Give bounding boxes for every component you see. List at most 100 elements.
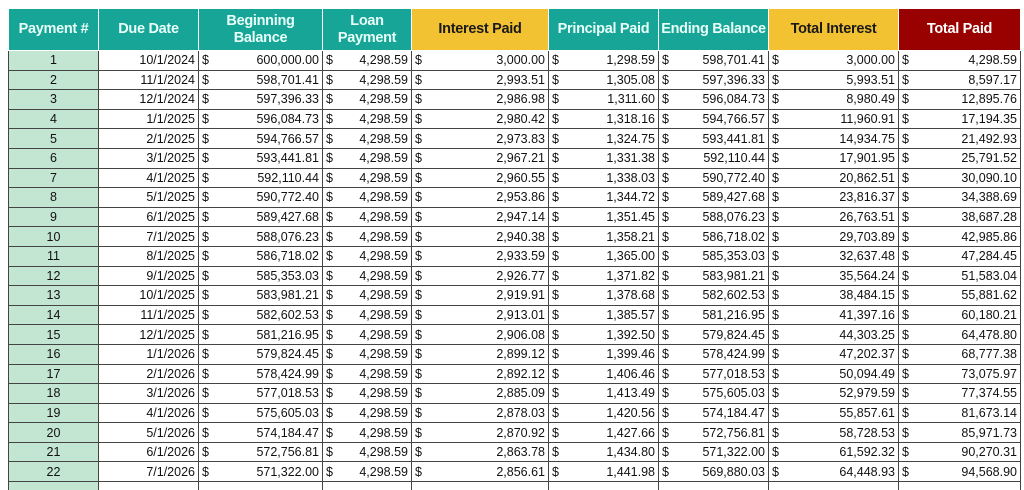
currency-cell[interactable]: $4,298.59 xyxy=(898,50,1021,71)
currency-cell[interactable]: $4,298.59 xyxy=(322,441,412,463)
currency-cell[interactable]: $2,953.86 xyxy=(411,187,549,208)
currency-cell[interactable]: $574,184.47 xyxy=(198,422,323,443)
currency-cell[interactable]: $1,298.59 xyxy=(548,50,659,71)
column-header-total-interest[interactable]: Total Interest xyxy=(768,8,899,51)
empty-cell[interactable] xyxy=(898,481,1021,490)
due-date-cell[interactable]: 3/1/2026 xyxy=(98,383,199,404)
currency-cell[interactable]: $38,687.28 xyxy=(898,206,1021,228)
currency-cell[interactable]: $2,986.98 xyxy=(411,89,549,110)
currency-cell[interactable]: $4,298.59 xyxy=(322,343,412,365)
payment-number-cell[interactable]: 4 xyxy=(8,108,99,130)
due-date-cell[interactable]: 3/1/2025 xyxy=(98,147,199,169)
currency-cell[interactable]: $4,298.59 xyxy=(322,108,412,130)
currency-cell[interactable]: $578,424.99 xyxy=(198,363,323,385)
due-date-cell[interactable]: 11/1/2025 xyxy=(98,304,199,326)
currency-cell[interactable]: $73,075.97 xyxy=(898,363,1021,385)
currency-cell[interactable]: $1,305.08 xyxy=(548,69,659,91)
currency-cell[interactable]: $1,358.21 xyxy=(548,226,659,247)
currency-cell[interactable]: $582,602.53 xyxy=(198,304,323,326)
currency-cell[interactable]: $60,180.21 xyxy=(898,304,1021,326)
currency-cell[interactable]: $2,892.12 xyxy=(411,363,549,385)
currency-cell[interactable]: $23,816.37 xyxy=(768,187,899,208)
currency-cell[interactable]: $586,718.02 xyxy=(198,245,323,267)
currency-cell[interactable]: $592,110.44 xyxy=(658,147,769,169)
currency-cell[interactable]: $1,413.49 xyxy=(548,383,659,404)
currency-cell[interactable]: $572,756.81 xyxy=(658,422,769,443)
currency-cell[interactable]: $1,406.46 xyxy=(548,363,659,385)
currency-cell[interactable]: $593,441.81 xyxy=(198,147,323,169)
payment-number-cell[interactable]: 13 xyxy=(8,285,99,306)
currency-cell[interactable]: $2,967.21 xyxy=(411,147,549,169)
currency-cell[interactable]: $4,298.59 xyxy=(322,147,412,169)
currency-cell[interactable]: $572,756.81 xyxy=(198,441,323,463)
due-date-cell[interactable]: 9/1/2025 xyxy=(98,265,199,287)
currency-cell[interactable]: $55,857.61 xyxy=(768,402,899,424)
currency-cell[interactable]: $2,919.91 xyxy=(411,285,549,306)
due-date-cell[interactable]: 2/1/2026 xyxy=(98,363,199,385)
column-header-interest-paid[interactable]: Interest Paid xyxy=(411,8,549,51)
due-date-cell[interactable]: 10/1/2024 xyxy=(98,50,199,71)
currency-cell[interactable]: $20,862.51 xyxy=(768,167,899,189)
currency-cell[interactable]: $596,084.73 xyxy=(658,89,769,110)
currency-cell[interactable]: $2,973.83 xyxy=(411,128,549,149)
column-header-total-paid[interactable]: Total Paid xyxy=(898,8,1021,51)
currency-cell[interactable]: $64,478.80 xyxy=(898,324,1021,345)
currency-cell[interactable]: $51,583.04 xyxy=(898,265,1021,287)
payment-number-cell[interactable]: 8 xyxy=(8,187,99,208)
currency-cell[interactable]: $4,298.59 xyxy=(322,265,412,287)
currency-cell[interactable]: $2,947.14 xyxy=(411,206,549,228)
currency-cell[interactable]: $577,018.53 xyxy=(658,363,769,385)
currency-cell[interactable]: $1,351.45 xyxy=(548,206,659,228)
currency-cell[interactable]: $583,981.21 xyxy=(198,285,323,306)
payment-number-cell[interactable]: 20 xyxy=(8,422,99,443)
currency-cell[interactable]: $1,324.75 xyxy=(548,128,659,149)
currency-cell[interactable]: $85,971.73 xyxy=(898,422,1021,443)
currency-cell[interactable]: $50,094.49 xyxy=(768,363,899,385)
currency-cell[interactable]: $1,378.68 xyxy=(548,285,659,306)
currency-cell[interactable]: $32,637.48 xyxy=(768,245,899,267)
currency-cell[interactable]: $579,824.45 xyxy=(658,324,769,345)
currency-cell[interactable]: $58,728.53 xyxy=(768,422,899,443)
currency-cell[interactable]: $578,424.99 xyxy=(658,343,769,365)
currency-cell[interactable]: $8,597.17 xyxy=(898,69,1021,91)
currency-cell[interactable]: $575,605.03 xyxy=(658,383,769,404)
currency-cell[interactable]: $77,374.55 xyxy=(898,383,1021,404)
due-date-cell[interactable]: 4/1/2026 xyxy=(98,402,199,424)
currency-cell[interactable]: $594,766.57 xyxy=(658,108,769,130)
currency-cell[interactable]: $600,000.00 xyxy=(198,50,323,71)
currency-cell[interactable]: $1,365.00 xyxy=(548,245,659,267)
currency-cell[interactable]: $1,371.82 xyxy=(548,265,659,287)
currency-cell[interactable]: $2,906.08 xyxy=(411,324,549,345)
payment-number-cell[interactable]: 2 xyxy=(8,69,99,91)
currency-cell[interactable]: $29,703.89 xyxy=(768,226,899,247)
currency-cell[interactable]: $2,856.61 xyxy=(411,461,549,483)
currency-cell[interactable]: $34,388.69 xyxy=(898,187,1021,208)
payment-number-cell[interactable]: 22 xyxy=(8,461,99,483)
currency-cell[interactable]: $47,284.45 xyxy=(898,245,1021,267)
payment-number-cell[interactable]: 18 xyxy=(8,383,99,404)
currency-cell[interactable]: $1,427.66 xyxy=(548,422,659,443)
currency-cell[interactable]: $1,420.56 xyxy=(548,402,659,424)
column-header-beginning-balance[interactable]: Beginning Balance xyxy=(198,8,323,51)
currency-cell[interactable]: $598,701.41 xyxy=(658,50,769,71)
currency-cell[interactable]: $1,434.80 xyxy=(548,441,659,463)
currency-cell[interactable]: $2,933.59 xyxy=(411,245,549,267)
currency-cell[interactable]: $575,605.03 xyxy=(198,402,323,424)
payment-number-cell[interactable]: 21 xyxy=(8,441,99,463)
currency-cell[interactable]: $11,960.91 xyxy=(768,108,899,130)
currency-cell[interactable]: $2,878.03 xyxy=(411,402,549,424)
currency-cell[interactable]: $4,298.59 xyxy=(322,402,412,424)
currency-cell[interactable]: $592,110.44 xyxy=(198,167,323,189)
payment-number-cell[interactable]: 14 xyxy=(8,304,99,326)
currency-cell[interactable]: $4,298.59 xyxy=(322,128,412,149)
payment-number-cell[interactable]: 15 xyxy=(8,324,99,345)
currency-cell[interactable]: $589,427.68 xyxy=(198,206,323,228)
currency-cell[interactable]: $590,772.40 xyxy=(198,187,323,208)
currency-cell[interactable]: $2,863.78 xyxy=(411,441,549,463)
currency-cell[interactable]: $8,980.49 xyxy=(768,89,899,110)
currency-cell[interactable]: $30,090.10 xyxy=(898,167,1021,189)
due-date-cell[interactable]: 6/1/2025 xyxy=(98,206,199,228)
currency-cell[interactable]: $4,298.59 xyxy=(322,206,412,228)
currency-cell[interactable]: $4,298.59 xyxy=(322,422,412,443)
currency-cell[interactable]: $2,899.12 xyxy=(411,343,549,365)
